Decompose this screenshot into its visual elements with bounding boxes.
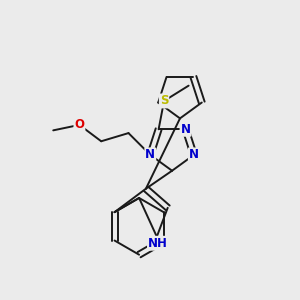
Text: O: O xyxy=(74,118,84,131)
Text: NH: NH xyxy=(148,237,168,250)
Text: S: S xyxy=(160,94,168,107)
Text: N: N xyxy=(189,148,199,161)
Text: N: N xyxy=(181,123,190,136)
Text: N: N xyxy=(145,148,155,161)
